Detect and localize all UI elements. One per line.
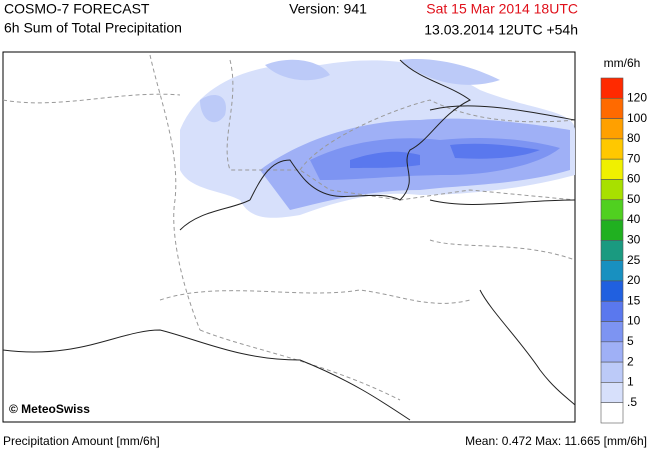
- legend-label: 60: [627, 172, 641, 186]
- legend-swatch: [600, 118, 624, 140]
- legend-swatch: [600, 260, 624, 282]
- legend-label: 1: [627, 375, 634, 389]
- legend-swatch: [600, 158, 624, 180]
- legend-label: 10: [627, 314, 641, 328]
- legend-swatch: [600, 321, 624, 343]
- legend-swatch: [600, 97, 624, 119]
- legend: mm/6h 120 100 80 70 60 50 40 30 25 20 15 10 5 2 1 .5: [600, 56, 647, 424]
- legend-swatch: [600, 77, 624, 99]
- legend-label: 5: [627, 334, 634, 348]
- legend-swatch: [600, 280, 624, 302]
- legend-label: .5: [627, 395, 637, 409]
- version: Version: 941: [289, 1, 367, 17]
- legend-label: 80: [627, 131, 641, 145]
- legend-swatch: [600, 361, 624, 383]
- legend-label: 70: [627, 151, 641, 165]
- copyright: © MeteoSwiss: [9, 402, 90, 416]
- map: [2, 51, 576, 423]
- product-title: 6h Sum of Total Precipitation: [4, 20, 182, 36]
- legend-label: 40: [627, 212, 641, 226]
- legend-label: 2: [627, 354, 634, 368]
- legend-swatch: [600, 240, 624, 261]
- legend-label: 30: [627, 233, 641, 247]
- legend-label: 120: [627, 90, 647, 104]
- legend-swatch: [600, 300, 624, 322]
- footer-left: Precipitation Amount [mm/6h]: [3, 434, 160, 448]
- legend-swatch: [600, 199, 624, 221]
- legend-swatch: [600, 138, 624, 160]
- footer-right: Mean: 0.472 Max: 11.665 [mm/6h]: [465, 434, 647, 448]
- legend-swatch: [600, 341, 624, 363]
- legend-unit: mm/6h: [604, 56, 641, 70]
- legend-swatch: [600, 402, 624, 424]
- valid-time: Sat 15 Mar 2014 18UTC: [426, 1, 578, 17]
- run-time: 13.03.2014 12UTC +54h: [424, 22, 578, 38]
- legend-label: 20: [627, 273, 641, 287]
- legend-label: 25: [627, 253, 641, 267]
- legend-swatch: [600, 219, 624, 241]
- legend-label: 15: [627, 293, 641, 307]
- legend-swatch: [600, 382, 624, 404]
- legend-label: 50: [627, 192, 641, 206]
- legend-swatch: [600, 179, 624, 201]
- legend-label: 100: [627, 111, 647, 125]
- model-title: COSMO-7 FORECAST: [4, 1, 150, 17]
